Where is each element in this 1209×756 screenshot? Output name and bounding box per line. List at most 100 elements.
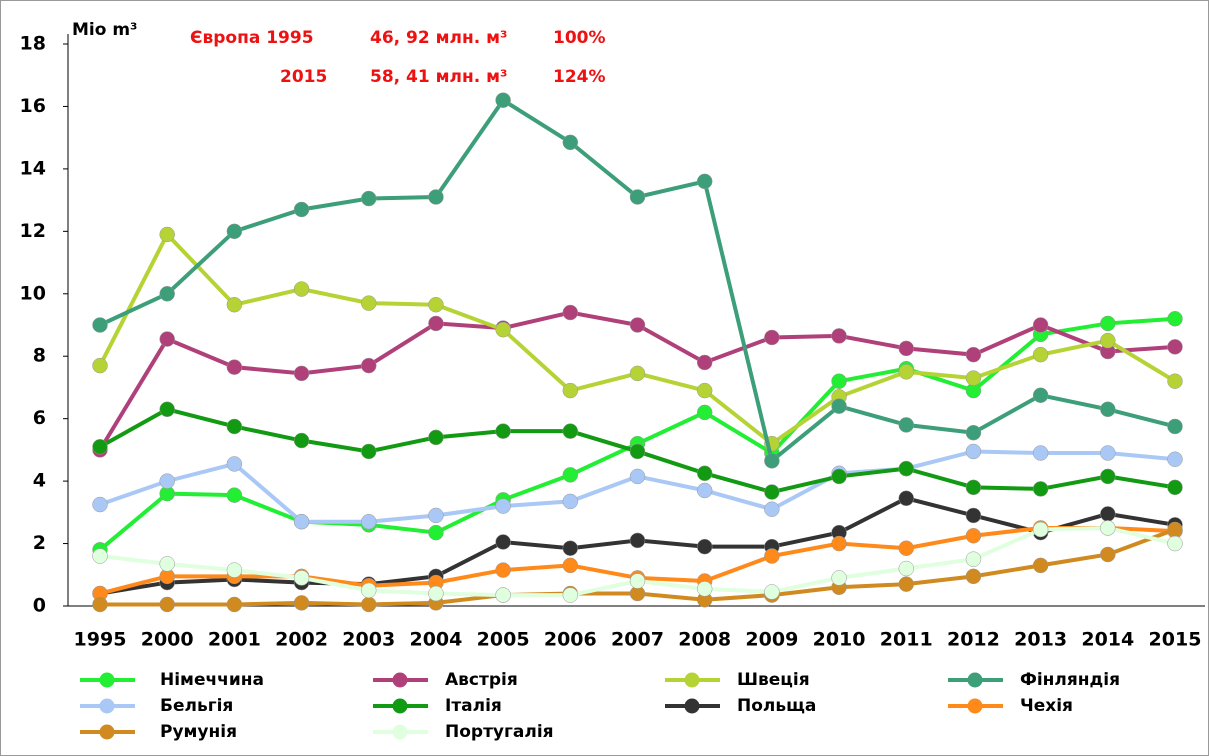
data-point: [1032, 387, 1049, 403]
data-point: [562, 134, 579, 151]
data-point: [226, 562, 243, 578]
data-point: [898, 560, 914, 577]
data-point: [293, 595, 310, 611]
x-tick-label: 2006: [544, 629, 597, 651]
data-point: [1167, 373, 1183, 389]
y-tick-label: 4: [33, 470, 46, 492]
legend-label: Фінляндія: [1020, 670, 1120, 690]
legend-marker: [392, 672, 408, 688]
data-point: [898, 460, 914, 477]
legend-marker: [392, 698, 408, 714]
legend-label: Бельгія: [160, 696, 233, 716]
legend-label: Німеччина: [160, 670, 264, 690]
data-point: [1100, 468, 1116, 485]
data-point: [696, 482, 713, 499]
data-point: [898, 364, 914, 380]
data-point: [831, 535, 847, 552]
y-tick-label: 6: [33, 407, 46, 429]
legend-marker: [99, 724, 115, 740]
x-tick-label: 2014: [1081, 629, 1134, 651]
x-tick-label: 2004: [409, 629, 462, 651]
data-point: [965, 370, 982, 386]
data-point: [92, 596, 108, 613]
data-point: [1032, 445, 1049, 461]
legend-marker: [684, 672, 700, 688]
data-point: [1100, 445, 1116, 461]
data-point: [428, 585, 444, 602]
data-point: [1167, 535, 1183, 552]
data-point: [1032, 317, 1049, 333]
data-point: [696, 465, 713, 482]
data-point: [562, 587, 579, 603]
y-tick-label: 2: [33, 532, 46, 554]
data-point: [159, 473, 175, 489]
data-point: [428, 429, 444, 446]
data-point: [764, 484, 780, 500]
data-point: [1167, 339, 1183, 355]
data-point: [562, 423, 579, 439]
data-point: [1100, 546, 1116, 563]
data-point: [159, 401, 175, 418]
data-point: [226, 596, 243, 613]
data-point: [159, 226, 175, 243]
x-tick-label: 2009: [745, 629, 798, 651]
annotation: Європа 1995: [190, 28, 314, 48]
data-point: [361, 513, 377, 530]
data-point: [898, 340, 914, 357]
annotation: 124%: [553, 67, 606, 87]
y-tick-label: 12: [20, 220, 46, 242]
data-point: [495, 321, 511, 338]
data-point: [92, 439, 108, 455]
data-point: [898, 490, 914, 507]
data-point: [1032, 346, 1049, 363]
data-point: [898, 576, 914, 592]
data-point: [159, 556, 175, 572]
data-point: [1100, 401, 1116, 418]
y-tick-label: 14: [20, 157, 46, 179]
data-point: [495, 498, 511, 514]
data-point: [696, 581, 713, 597]
data-point: [1100, 520, 1116, 536]
data-point: [965, 443, 982, 460]
data-point: [226, 296, 243, 313]
data-point: [562, 382, 579, 399]
data-point: [831, 328, 847, 344]
data-point: [495, 534, 511, 550]
data-point: [361, 596, 377, 613]
x-tick-label: 2003: [342, 629, 395, 651]
data-point: [831, 398, 847, 414]
data-point: [831, 373, 847, 389]
annotation: 46, 92 млн. м³: [370, 28, 507, 48]
data-point: [629, 532, 646, 549]
x-tick-label: 2012: [947, 629, 1000, 651]
data-point: [965, 568, 982, 585]
data-point: [562, 467, 579, 483]
x-tick-label: 2001: [208, 629, 261, 651]
data-point: [159, 596, 175, 613]
data-point: [92, 496, 108, 513]
data-point: [428, 507, 444, 524]
data-point: [696, 354, 713, 371]
data-point: [495, 92, 511, 108]
data-point: [629, 189, 646, 205]
data-point: [629, 573, 646, 589]
legend-label: Австрія: [445, 670, 518, 690]
legend-label: Португалія: [445, 722, 554, 742]
data-point: [965, 479, 982, 496]
data-point: [1032, 557, 1049, 574]
x-tick-label: 2002: [275, 629, 328, 651]
data-point: [428, 315, 444, 332]
legend-marker: [99, 672, 115, 688]
data-point: [495, 562, 511, 578]
data-point: [696, 382, 713, 399]
data-point: [293, 432, 310, 449]
data-point: [764, 453, 780, 469]
legend-marker: [99, 698, 115, 714]
data-point: [965, 551, 982, 567]
x-tick-label: 2010: [813, 629, 866, 651]
data-point: [226, 223, 243, 240]
y-tick-label: 16: [20, 95, 46, 117]
data-point: [428, 524, 444, 541]
legend-label: Чехія: [1020, 696, 1073, 716]
data-point: [629, 443, 646, 460]
